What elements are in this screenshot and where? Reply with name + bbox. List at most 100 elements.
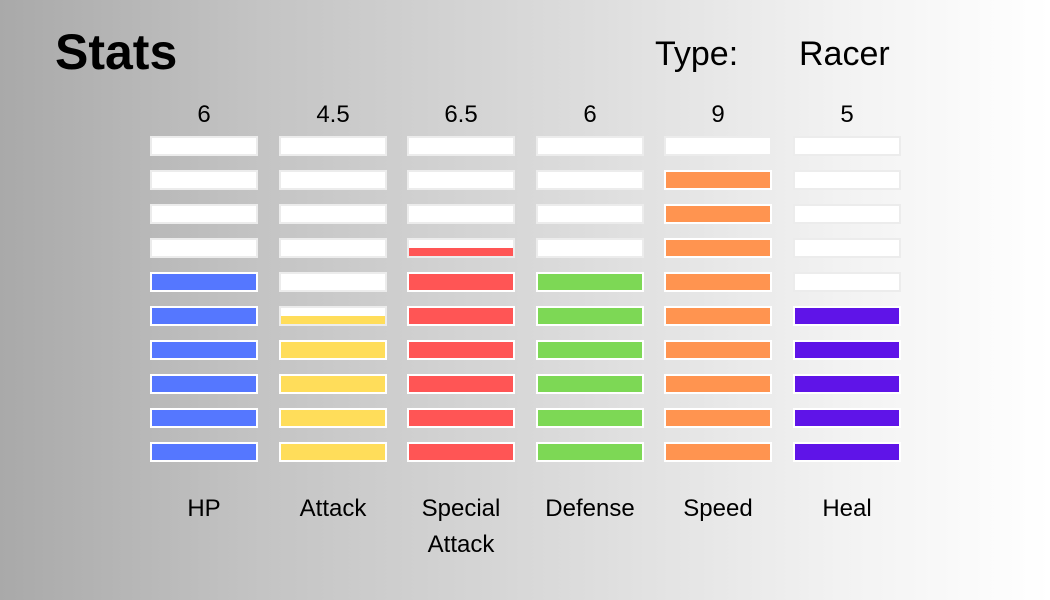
bar-hp-segment-7 xyxy=(150,238,258,258)
bar-speed-segment-9 xyxy=(664,170,772,190)
bar-attack-segment-9 xyxy=(279,170,387,190)
bar-speed-segment-1 xyxy=(664,442,772,462)
bar-hp-segment-6 xyxy=(150,272,258,292)
bar-heal-segment-5 xyxy=(793,306,901,326)
bar-special-attack-segment-8 xyxy=(407,204,515,224)
bar-speed-fill-3 xyxy=(666,376,770,392)
bar-heal-fill-2 xyxy=(795,410,899,426)
bar-attack-fill-1 xyxy=(281,444,385,460)
bar-hp-segment-9 xyxy=(150,170,258,190)
bar-hp-segment-1 xyxy=(150,442,258,462)
bar-hp-segment-3 xyxy=(150,374,258,394)
stat-value-speed: 9 xyxy=(711,101,725,128)
bar-speed-fill-4 xyxy=(666,342,770,358)
bar-attack-segment-10 xyxy=(279,136,387,156)
bar-defense-segment-6 xyxy=(536,272,644,292)
bar-hp-fill-1 xyxy=(152,444,256,460)
bar-heal-segment-8 xyxy=(793,204,901,224)
bar-hp-segment-4 xyxy=(150,340,258,360)
bar-heal-fill-3 xyxy=(795,376,899,392)
bar-defense-fill-1 xyxy=(538,444,642,460)
bar-attack-segment-6 xyxy=(279,272,387,292)
bar-attack-segment-4 xyxy=(279,340,387,360)
bar-defense-segment-9 xyxy=(536,170,644,190)
stat-label-special-attack: Special Attack xyxy=(421,495,501,558)
bar-hp-segment-10 xyxy=(150,136,258,156)
bar-special-attack-fill-5 xyxy=(409,308,513,324)
bar-speed-segment-5 xyxy=(664,306,772,326)
bar-defense-segment-3 xyxy=(536,374,644,394)
bar-attack-segment-1 xyxy=(279,442,387,462)
stat-label-attack: Attack xyxy=(299,495,367,522)
stat-label-speed: Speed xyxy=(683,495,753,522)
bar-attack-segment-8 xyxy=(279,204,387,224)
bar-defense-fill-6 xyxy=(538,274,642,290)
bar-special-attack-segment-5 xyxy=(407,306,515,326)
bar-defense-fill-2 xyxy=(538,410,642,426)
bar-speed-fill-9 xyxy=(666,172,770,188)
bar-heal-segment-7 xyxy=(793,238,901,258)
bar-heal-segment-2 xyxy=(793,408,901,428)
bar-attack-fill-4 xyxy=(281,342,385,358)
bar-defense-fill-5 xyxy=(538,308,642,324)
bar-attack-segment-3 xyxy=(279,374,387,394)
page-title: Stats xyxy=(55,24,178,80)
bar-speed-segment-3 xyxy=(664,374,772,394)
bar-defense-fill-3 xyxy=(538,376,642,392)
bar-special-attack-segment-6 xyxy=(407,272,515,292)
bar-hp-fill-4 xyxy=(152,342,256,358)
bar-speed-segment-4 xyxy=(664,340,772,360)
bar-speed-segment-8 xyxy=(664,204,772,224)
bar-special-attack-segment-1 xyxy=(407,442,515,462)
bar-defense-segment-8 xyxy=(536,204,644,224)
bar-speed-fill-5 xyxy=(666,308,770,324)
bar-special-attack-fill-6 xyxy=(409,274,513,290)
bar-speed-fill-6 xyxy=(666,274,770,290)
bar-special-attack-segment-4 xyxy=(407,340,515,360)
bar-special-attack-segment-10 xyxy=(407,136,515,156)
bar-special-attack-fill-3 xyxy=(409,376,513,392)
bar-defense-segment-2 xyxy=(536,408,644,428)
bar-attack-segment-2 xyxy=(279,408,387,428)
bar-heal-segment-10 xyxy=(793,136,901,156)
bar-defense-segment-1 xyxy=(536,442,644,462)
type-label: Type: xyxy=(655,35,739,73)
bar-attack-fill-3 xyxy=(281,376,385,392)
bar-hp-fill-5 xyxy=(152,308,256,324)
bar-heal-fill-4 xyxy=(795,342,899,358)
bar-defense-fill-4 xyxy=(538,342,642,358)
stat-value-defense: 6 xyxy=(583,101,597,128)
bar-speed-segment-2 xyxy=(664,408,772,428)
bar-special-attack-segment-9 xyxy=(407,170,515,190)
bar-heal-segment-9 xyxy=(793,170,901,190)
bar-heal-fill-1 xyxy=(795,444,899,460)
stat-label-hp: HP xyxy=(187,495,221,522)
bar-hp-segment-2 xyxy=(150,408,258,428)
stat-value-special-attack: 6.5 xyxy=(444,101,478,128)
bar-heal-fill-5 xyxy=(795,308,899,324)
stat-value-heal: 5 xyxy=(840,101,854,128)
bar-heal-segment-1 xyxy=(793,442,901,462)
bar-attack-fill-2 xyxy=(281,410,385,426)
bar-special-attack-segment-2 xyxy=(407,408,515,428)
bar-attack-fill-5 xyxy=(281,316,385,324)
bar-special-attack-fill-4 xyxy=(409,342,513,358)
type-value: Racer xyxy=(799,35,890,73)
stat-value-hp: 6 xyxy=(197,101,211,128)
bar-defense-segment-4 xyxy=(536,340,644,360)
bar-special-attack-fill-2 xyxy=(409,410,513,426)
bar-defense-segment-7 xyxy=(536,238,644,258)
bar-special-attack-segment-7 xyxy=(407,238,515,258)
bar-hp-fill-3 xyxy=(152,376,256,392)
bar-heal-segment-3 xyxy=(793,374,901,394)
stat-label-defense: Defense xyxy=(545,495,635,522)
bar-speed-fill-7 xyxy=(666,240,770,256)
bar-special-attack-segment-3 xyxy=(407,374,515,394)
bar-attack-segment-5 xyxy=(279,306,387,326)
stat-value-attack: 4.5 xyxy=(316,101,350,128)
bar-defense-segment-5 xyxy=(536,306,644,326)
bar-speed-segment-10 xyxy=(664,136,772,156)
bar-speed-fill-8 xyxy=(666,206,770,222)
bar-attack-segment-7 xyxy=(279,238,387,258)
bar-speed-segment-6 xyxy=(664,272,772,292)
